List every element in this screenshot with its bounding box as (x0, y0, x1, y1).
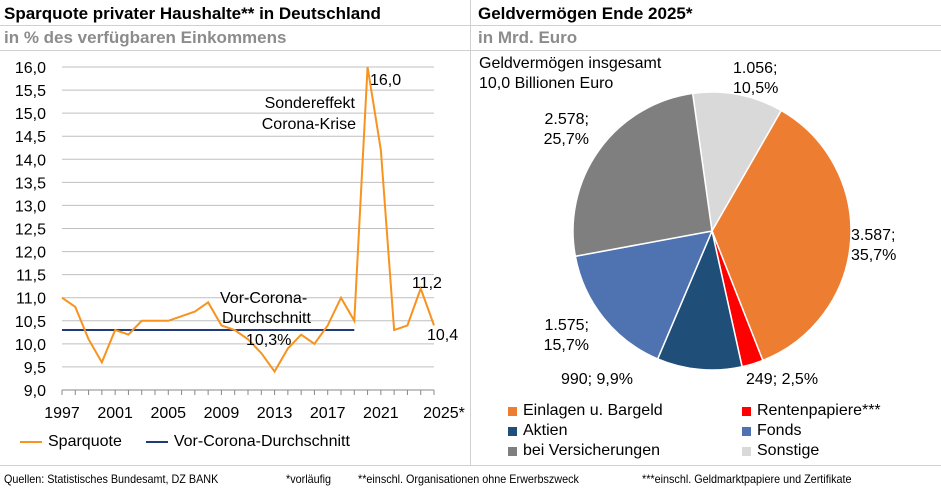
pie-slice-sonstige (691, 91, 783, 234)
right-subtitle: in Mrd. Euro (478, 28, 578, 47)
y-tick-label: 14,0 (15, 152, 46, 169)
annotation: 10,4 (427, 327, 458, 344)
y-tick-label: 15,5 (15, 83, 46, 100)
footer-note-2: **einschl. Organisationen ohne Erwerbszw… (358, 472, 579, 486)
y-tick-label: 9,0 (24, 383, 46, 400)
annotation: Corona-Krise (262, 116, 356, 133)
annotation: Sondereffekt (265, 95, 356, 112)
right-title: Geldvermögen Ende 2025* (478, 4, 693, 23)
y-tick-label: 10,0 (15, 337, 46, 354)
pie-slice-aktien (656, 228, 743, 371)
slice-label: 25,7% (544, 131, 589, 148)
left-title: Sparquote privater Haushalte** in Deutsc… (4, 4, 381, 23)
y-tick-label: 9,5 (24, 360, 46, 377)
legend-label: Vor-Corona-Durchschnitt (173, 433, 350, 450)
x-tick-label: 2017 (310, 405, 346, 422)
y-tick-label: 11,5 (16, 268, 46, 285)
slice-label: 1.575; (545, 317, 589, 334)
pie-total-label: Geldvermögen insgesamt (479, 55, 662, 72)
y-tick-label: 15,0 (15, 106, 46, 123)
legend-label: Sonstige (757, 442, 820, 459)
legend-sparquote: Sparquote (20, 433, 122, 451)
pie-chart: 1.056; 10,5% 3.587; 35,7% 249; 2,5% 990; 9,9%… (479, 55, 896, 388)
footer-sources: Quellen: Statistisches Bundesamt, DZ BAN… (4, 472, 219, 486)
pie-total-value: 10,0 Billionen Euro (479, 75, 613, 92)
annotation: 10,3% (246, 332, 291, 349)
x-tick-label: 2005 (150, 405, 186, 422)
legend-rentenpapiere: Rentenpapiere*** (742, 402, 941, 420)
annotation: 11,2 (412, 275, 442, 292)
legend-label: Fonds (757, 422, 802, 439)
legend-label: Rentenpapiere*** (757, 402, 881, 419)
legend-label: Sparquote (48, 433, 122, 450)
pie-slice-fonds (574, 230, 714, 360)
x-tick-label: 2001 (97, 405, 133, 422)
line-chart: 9,0 9,5 10,0 10,5 11,0 11,5 12,0 12,5 13,0 13,5 14… (15, 60, 465, 422)
legend-label: bei Versicherungen (523, 442, 660, 459)
slice-label: 35,7% (851, 247, 896, 264)
legend-einlagen: Einlagen u. Bargeld (508, 402, 742, 420)
x-tick-label: 1997 (44, 405, 80, 422)
divider (470, 0, 471, 465)
legend-versicherungen: bei Versicherungen (508, 442, 742, 460)
left-subtitle: in % des verfügbaren Einkommens (4, 28, 287, 47)
annotation: 16,0 (370, 72, 401, 89)
annotation: Vor-Corona- (220, 290, 307, 307)
y-tick-label: 11,0 (16, 291, 46, 308)
annotation: Durchschnitt (222, 310, 311, 327)
slice-label: 15,7% (544, 337, 589, 354)
divider (0, 465, 941, 466)
footer-note-1: *vorläufig (286, 472, 332, 486)
slice-label: 249; 2,5% (746, 371, 818, 388)
y-tick-label: 12,5 (15, 222, 46, 239)
slice-label: 2.578; (545, 111, 589, 128)
slice-label: 990; 9,9% (561, 371, 633, 388)
legend-durchschnitt: Vor-Corona-Durchschnitt (145, 433, 350, 451)
legend-sonstige: Sonstige (742, 442, 941, 460)
pie-slice-einlagenubargeld (711, 109, 852, 362)
legend-label: Aktien (523, 422, 568, 439)
slice-label: 1.056; (733, 60, 777, 77)
y-tick-label: 13,5 (15, 175, 46, 192)
y-tick-label: 12,0 (15, 245, 46, 262)
x-tick-label: 2025* (423, 405, 465, 422)
y-tick-label: 10,5 (15, 314, 46, 331)
legend-label: Einlagen u. Bargeld (523, 402, 663, 419)
x-tick-label: 2013 (257, 405, 293, 422)
x-tick-label: 2021 (363, 405, 399, 422)
legend-fonds: Fonds (742, 422, 941, 440)
slice-label: 3.587; (851, 227, 895, 244)
y-tick-label: 16,0 (15, 60, 46, 77)
legend-aktien: Aktien (508, 422, 742, 440)
footer-note-3: ***einschl. Geldmarktpapiere und Zertifi… (642, 472, 852, 486)
y-tick-label: 14,5 (15, 129, 46, 146)
x-tick-label: 2009 (204, 405, 240, 422)
pie-slice-beiversicherungen (572, 92, 713, 258)
y-tick-label: 13,0 (15, 198, 46, 215)
slice-label: 10,5% (733, 80, 778, 97)
